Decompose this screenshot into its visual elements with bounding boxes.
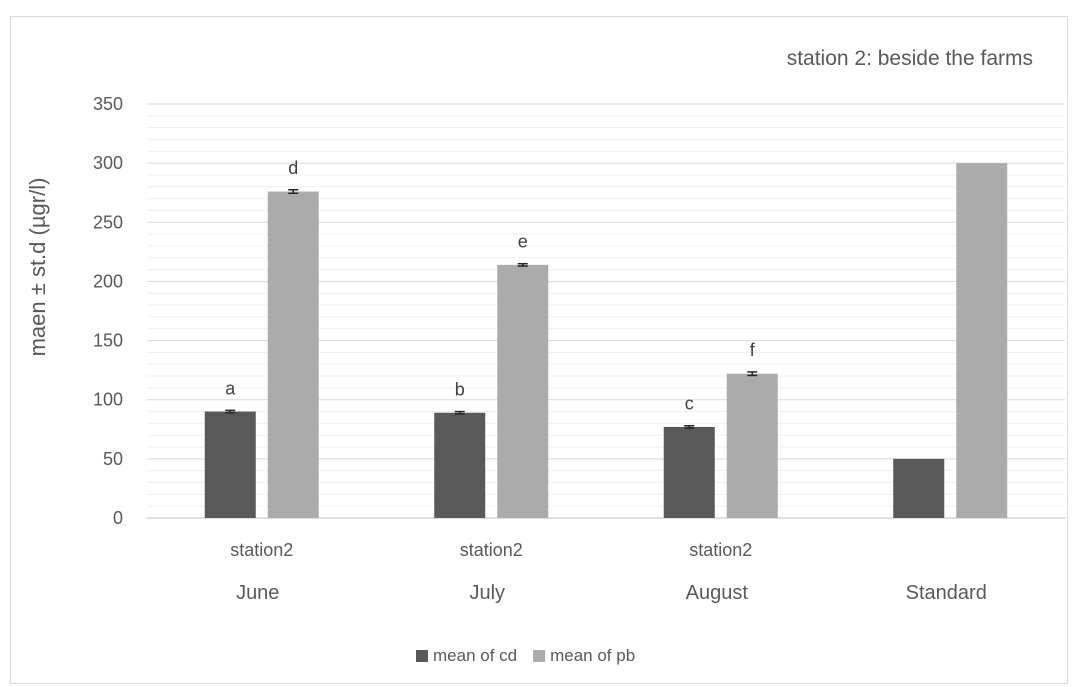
y-tick-label: 50 — [103, 449, 123, 469]
y-tick-label: 150 — [93, 331, 123, 351]
y-tick-label: 0 — [113, 508, 123, 528]
bar-cd — [663, 426, 715, 518]
y-tick-label: 350 — [93, 94, 123, 114]
x-group-label: June — [236, 582, 279, 604]
x-group-label: Standard — [906, 582, 987, 604]
significance-label: d — [288, 158, 298, 178]
significance-label: f — [750, 340, 756, 360]
x-category-label: station2 — [689, 540, 752, 560]
significance-label: a — [225, 378, 236, 398]
y-tick-label: 250 — [93, 212, 123, 232]
bar-cd — [893, 458, 945, 518]
x-category-label: station2 — [230, 540, 293, 560]
y-tick-label: 100 — [93, 390, 123, 410]
x-group-label: August — [686, 582, 749, 604]
y-tick-labels: 0 50 100 150 200 250 300 350 — [93, 94, 123, 528]
significance-label: e — [518, 232, 528, 252]
bar-cd — [434, 412, 486, 518]
y-axis-title: maen ± st.d (µgr/l) — [25, 178, 50, 357]
legend-label: mean of cd — [433, 646, 517, 665]
bar-pb — [726, 373, 778, 518]
bar-pb — [267, 191, 319, 518]
x-category-label: station2 — [460, 540, 523, 560]
bars: a b c d e f — [204, 158, 1008, 518]
bar-pb — [497, 264, 549, 518]
bar-cd — [204, 411, 256, 518]
x-labels: station2 June station2 July station2 August St… — [230, 540, 987, 604]
y-tick-label: 300 — [93, 153, 123, 173]
chart-svg: station 2: beside the farms 0 50 100 150 200… — [25, 47, 1065, 665]
chart-frame: station 2: beside the farms 0 50 100 150 200… — [10, 16, 1068, 684]
y-tick-label: 200 — [93, 271, 123, 291]
legend-label: mean of pb — [550, 646, 635, 665]
legend: mean of cd mean of pb — [416, 646, 635, 665]
chart-title: station 2: beside the farms — [787, 47, 1033, 70]
significance-label: b — [455, 380, 465, 400]
x-group-label: July — [469, 582, 505, 604]
significance-label: c — [685, 394, 694, 414]
bar-pb — [956, 163, 1008, 518]
legend-swatch — [533, 650, 546, 662]
legend-swatch — [416, 650, 428, 662]
